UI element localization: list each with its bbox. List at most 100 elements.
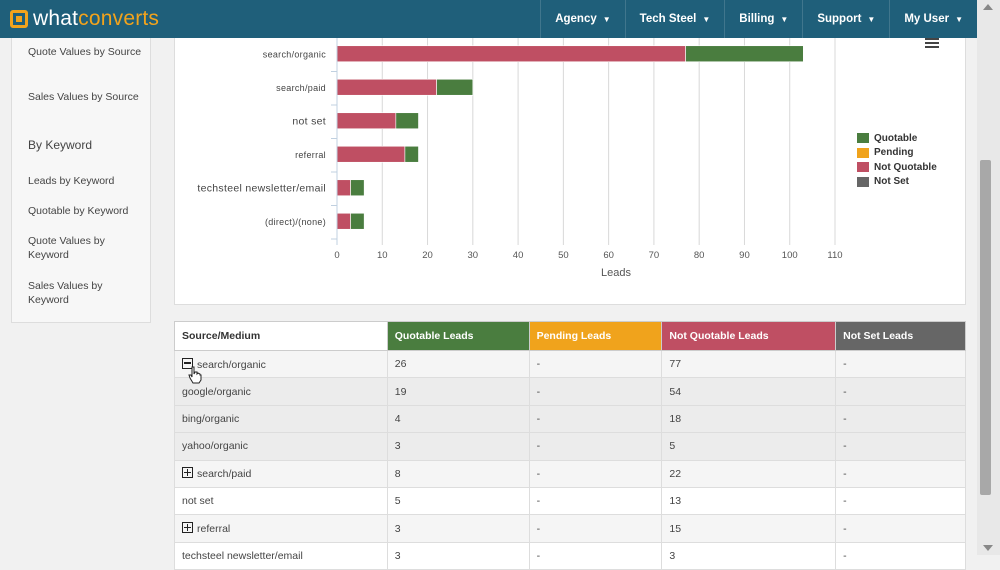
cell-not-set: - [835,514,966,543]
cell-pending: - [528,432,663,461]
bar-not-quotable [336,212,351,230]
cell-not-set: - [835,377,966,406]
y-category-label: search/paid [276,83,326,93]
logo-text: whatconverts [33,7,160,30]
cell-not-set: - [835,541,966,570]
bar-quotable [395,112,419,130]
cell-quotable: 3 [386,541,530,570]
cell-pending: - [528,404,663,434]
cell-not-quotable: 3 [661,541,837,570]
caret-down-icon: ▼ [955,14,963,24]
cell-pending: - [528,349,663,379]
cell-not-quotable: 13 [661,486,837,516]
bar-not-quotable [336,45,686,63]
main-nav: Agency ▼ Tech Steel ▼ Billing ▼ Support ▼ My… [540,0,977,38]
bar-quotable [350,212,365,230]
cell-quotable: 19 [386,377,530,406]
cell-pending: - [528,459,663,488]
cell-quotable: 4 [386,404,530,434]
caret-down-icon: ▼ [867,14,876,24]
cell-not-quotable: 15 [661,514,837,543]
cell-pending: - [528,377,663,406]
nav-my-user[interactable]: My User ▼ [889,0,977,38]
col-header-not-set[interactable]: Not Set Leads [835,321,966,351]
legend-swatch [857,133,869,144]
nav-agency[interactable]: Agency ▼ [540,0,624,38]
collapse-icon[interactable] [182,357,193,369]
legend-item[interactable]: Not Quotable [857,160,937,175]
y-category-label: not set [292,115,326,127]
cell-quotable: 8 [386,459,530,488]
nav-billing[interactable]: Billing ▼ [724,0,802,38]
cell-source: yahoo/organic [174,432,388,461]
scroll-down-icon[interactable] [983,545,993,551]
cell-source: techsteel newsletter/email [174,541,388,570]
table-row: yahoo/organic 3-5- [174,432,966,461]
x-tick-label: 100 [782,250,798,261]
cell-source: referral [174,514,388,543]
sidebar-heading-by-keyword: By Keyword [28,138,93,152]
legend-item[interactable]: Pending [857,146,937,161]
bar-not-quotable [336,179,351,197]
cell-source: bing/organic [174,404,388,434]
y-category-label: referral [295,150,326,160]
legend-swatch [857,162,869,173]
chart-menu-icon[interactable] [925,38,939,50]
cell-quotable: 5 [386,486,530,516]
table-row: search/organic 26-77- [174,349,966,379]
x-tick-label: 90 [739,250,750,261]
caret-down-icon: ▼ [702,14,711,24]
legend-item[interactable]: Quotable [857,131,937,146]
x-tick-label: 110 [827,250,842,261]
hand-cursor-icon [188,366,202,384]
bar-quotable [350,179,365,197]
cell-not-quotable: 22 [661,459,837,488]
sidebar-item-leads-by-keyword[interactable]: Leads by Keyword [28,175,115,187]
scroll-up-icon[interactable] [983,4,993,10]
leads-bar-chart: 0 10 20 30 40 50 60 70 80 90 100 110 search/organic s… [197,38,843,279]
bar-quotable [436,78,474,96]
cell-not-set: - [835,349,966,379]
table-row: google/organic 19-54- [174,377,966,406]
logo[interactable]: whatconverts [10,7,159,31]
cell-not-set: - [835,432,966,461]
cell-pending: - [528,541,663,570]
cell-not-quotable: 54 [661,377,837,406]
cell-not-quotable: 77 [661,349,837,379]
sidebar-item-quote-values-by-keyword[interactable]: Quote Values by Keyword [28,235,105,261]
cell-not-quotable: 18 [661,404,837,434]
sidebar-item-sales-values-by-source[interactable]: Sales Values by Source [28,91,139,103]
col-header-source[interactable]: Source/Medium [174,321,388,351]
col-header-not-quotable[interactable]: Not Quotable Leads [661,321,837,351]
x-tick-label: 50 [558,250,569,261]
cell-pending: - [528,486,663,516]
x-tick-label: 60 [603,250,614,261]
sidebar-item-quotable-by-keyword[interactable]: Quotable by Keyword [28,205,129,217]
x-tick-label: 70 [649,250,660,261]
legend-swatch [857,147,869,158]
nav-support[interactable]: Support ▼ [802,0,889,38]
sidebar-item-sales-values-by-keyword[interactable]: Sales Values by Keyword [28,280,103,306]
table-row: not set 5-13- [174,486,966,516]
page-scrollbar[interactable] [977,0,1000,555]
cell-source: google/organic [174,377,388,406]
expand-icon[interactable] [182,522,193,534]
legend-label: Not Quotable [874,161,937,173]
sidebar-item-quote-values-by-source[interactable]: Quote Values by Source [28,46,142,58]
legend-label: Pending [874,147,914,159]
leads-chart-panel: 0 10 20 30 40 50 60 70 80 90 100 110 search/organic s… [174,38,966,305]
col-header-quotable[interactable]: Quotable Leads [386,321,530,351]
legend-item[interactable]: Not Set [857,175,937,190]
bar-quotable [404,145,419,163]
scroll-thumb[interactable] [980,160,991,495]
chart-legend: Quotable Pending Not Quotable Not Set [857,131,937,189]
expand-icon[interactable] [182,467,193,479]
x-tick-label: 30 [468,250,479,261]
table-row: techsteel newsletter/email 3-3- [174,541,966,570]
table-header-row: Source/Medium Quotable Leads Pending Lea… [174,321,966,351]
cell-quotable: 26 [386,349,530,379]
nav-tech-steel[interactable]: Tech Steel ▼ [624,0,725,38]
x-tick-label: 80 [694,250,705,261]
caret-down-icon: ▼ [780,14,789,24]
col-header-pending[interactable]: Pending Leads [528,321,663,351]
